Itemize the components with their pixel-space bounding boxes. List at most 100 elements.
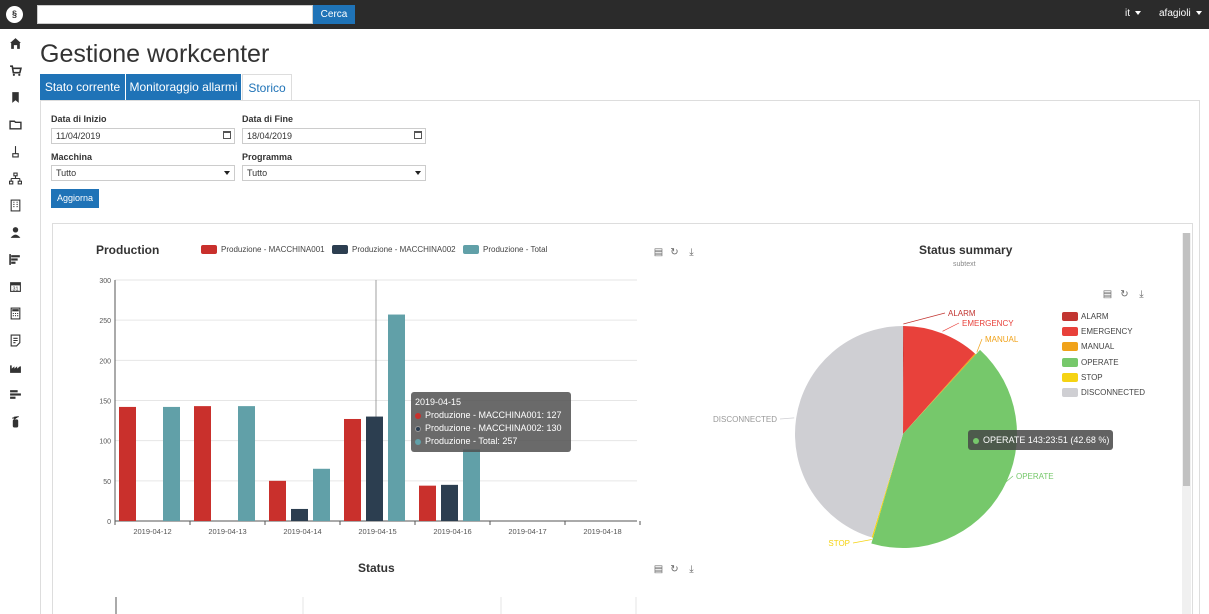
data-view-icon[interactable]: ▤: [653, 564, 664, 575]
refresh-icon[interactable]: ↻: [1120, 289, 1129, 300]
storico-panel: [40, 100, 1200, 614]
status-chart-axes: [115, 597, 637, 614]
document-icon[interactable]: [9, 334, 22, 347]
legend-label: STOP: [1081, 372, 1103, 382]
language-label: it: [1125, 8, 1130, 19]
end-date-label: Data di Fine: [242, 114, 294, 124]
y-tick-label: 250: [99, 318, 111, 325]
pie-slice[interactable]: [871, 434, 903, 538]
broom-icon[interactable]: [9, 145, 22, 158]
bar[interactable]: [194, 406, 211, 521]
chevron-down-icon: [1135, 11, 1141, 16]
pie-legend-item[interactable]: MANUAL: [1062, 342, 1114, 352]
program-select[interactable]: Tutto: [242, 165, 426, 181]
bar[interactable]: [366, 416, 383, 521]
pie-label: DISCONNECTED: [713, 415, 777, 424]
start-date-input[interactable]: 11/04/2019: [51, 128, 235, 144]
status-chart-title: Status: [358, 561, 395, 575]
legend-total[interactable]: Produzione - Total: [463, 245, 547, 255]
bar[interactable]: [163, 406, 180, 521]
building-icon[interactable]: [9, 199, 22, 212]
tooltip-dot: [415, 412, 421, 419]
pie-legend-item[interactable]: ALARM: [1062, 312, 1109, 322]
industry-icon[interactable]: [9, 361, 22, 374]
bookmark-icon[interactable]: [9, 91, 22, 104]
download-icon[interactable]: ⤓: [689, 564, 694, 575]
calendar-icon[interactable]: [223, 131, 231, 139]
pie-slice[interactable]: [871, 349, 1018, 548]
bar[interactable]: [463, 449, 480, 521]
search-input[interactable]: [37, 5, 313, 24]
folder-icon[interactable]: [9, 118, 22, 131]
legend-label: DISCONNECTED: [1081, 388, 1146, 397]
bar[interactable]: [291, 508, 308, 521]
bar-list-icon[interactable]: [9, 388, 22, 401]
program-value: Tutto: [247, 168, 268, 178]
pie-legend-item[interactable]: EMERGENCY: [1062, 327, 1133, 337]
user-tie-icon[interactable]: [9, 226, 22, 239]
pie-slice[interactable]: [903, 326, 904, 434]
sitemap-icon[interactable]: [9, 172, 22, 185]
bar[interactable]: [313, 468, 330, 521]
production-chart-title: Production: [96, 243, 160, 257]
tooltip-line: Produzione - MACCHINA001: 127: [415, 409, 567, 422]
charts-scrollbar-thumb[interactable]: [1183, 233, 1190, 486]
y-tick-label: 50: [103, 479, 111, 486]
end-date-input[interactable]: 18/04/2019: [242, 128, 426, 144]
cart-icon[interactable]: [9, 64, 22, 77]
pie-label-line: [976, 338, 983, 353]
charts-container: [52, 223, 1193, 614]
legend-label: Produzione - Total: [483, 245, 548, 254]
data-view-icon[interactable]: ▤: [1102, 289, 1113, 300]
fire-extinguisher-icon[interactable]: [9, 415, 22, 428]
home-icon[interactable]: [9, 37, 22, 50]
bar[interactable]: [441, 484, 458, 521]
pie-label: OPERATE: [1016, 472, 1054, 481]
language-dropdown[interactable]: it: [1125, 8, 1141, 19]
refresh-icon[interactable]: ↻: [670, 564, 679, 575]
refresh-icon[interactable]: ↻: [670, 247, 679, 258]
legend-machine002[interactable]: Produzione - MACCHINA002: [332, 245, 456, 255]
download-icon[interactable]: ⤓: [1139, 289, 1144, 300]
legend-swatch: [1062, 342, 1078, 352]
pie-legend-item[interactable]: STOP: [1062, 372, 1103, 383]
tooltip-dot: [973, 437, 979, 444]
bar[interactable]: [269, 480, 286, 521]
update-button[interactable]: Aggiorna: [51, 189, 99, 208]
pie-legend-item[interactable]: DISCONNECTED: [1062, 388, 1145, 398]
pie-label: MANUAL: [985, 335, 1019, 344]
user-menu[interactable]: afagioli: [1159, 8, 1202, 19]
x-tick-label: 2019-04-17: [508, 527, 546, 536]
bars-steps-icon[interactable]: [9, 253, 22, 266]
summary-chart-title: Status summary: [919, 243, 1013, 257]
machine-select[interactable]: Tutto: [51, 165, 235, 181]
pie-slice[interactable]: [903, 326, 975, 434]
app-logo-icon[interactable]: §: [6, 6, 23, 23]
legend-label: OPERATE: [1081, 357, 1119, 367]
bar[interactable]: [419, 485, 436, 521]
bar[interactable]: [344, 418, 361, 521]
legend-machine001[interactable]: Produzione - MACCHINA001: [201, 245, 325, 255]
pie-slice[interactable]: [903, 353, 976, 434]
tab-stato-corrente[interactable]: Stato corrente: [40, 74, 125, 101]
tab-storico[interactable]: Storico: [242, 74, 292, 101]
pie-legend-item[interactable]: OPERATE: [1062, 357, 1119, 368]
tab-monitoraggio-allarmi[interactable]: Monitoraggio allarmi: [126, 74, 241, 101]
bar[interactable]: [238, 406, 255, 521]
download-icon[interactable]: ⤓: [689, 247, 694, 258]
legend-swatch: [332, 245, 348, 254]
y-tick-label: 300: [99, 278, 111, 285]
calendar-icon[interactable]: 31: [9, 280, 22, 293]
bar[interactable]: [388, 314, 405, 521]
svg-text:31: 31: [12, 286, 18, 292]
summary-chart-subtitle: subtext: [953, 261, 976, 268]
tooltip-text: Produzione - MACCHINA002: 130: [425, 423, 562, 433]
bar[interactable]: [119, 406, 136, 521]
legend-label: EMERGENCY: [1081, 327, 1133, 337]
pie-slice[interactable]: [795, 326, 903, 538]
calendar-icon[interactable]: [414, 131, 422, 139]
pie-label-line: [779, 417, 795, 420]
search-button[interactable]: Cerca: [313, 5, 355, 24]
data-view-icon[interactable]: ▤: [653, 247, 664, 258]
calculator-icon[interactable]: [9, 307, 22, 320]
